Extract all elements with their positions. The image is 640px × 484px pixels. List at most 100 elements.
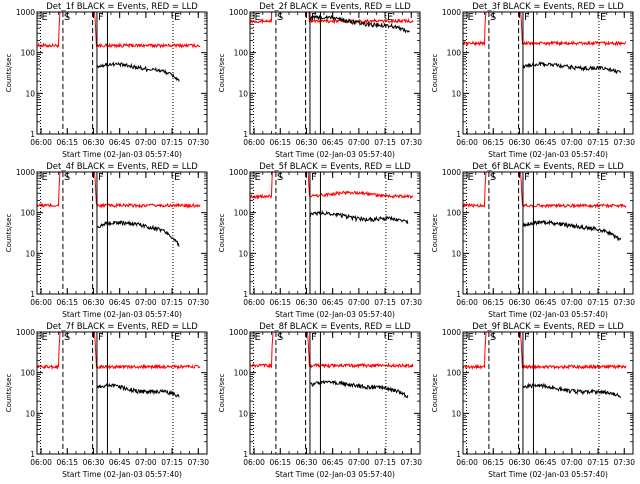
x-axis-label: Start Time (02-Jan-03 05:57:40) [488, 310, 608, 319]
marker-label: S [64, 172, 70, 183]
y-tick-label: 1 [243, 130, 248, 139]
marker-label: E [467, 332, 473, 343]
x-tick-label: 07:00 [348, 298, 370, 307]
y-tick-label: 1000 [442, 328, 461, 337]
chart-panel: Det_2f BLACK = Events, RED = LLD Counts/s… [213, 0, 426, 160]
plot-frame [462, 171, 634, 295]
x-tick-label: 07:15 [161, 298, 183, 307]
chart-panel: Det_6f BLACK = Events, RED = LLD Counts/s… [426, 160, 639, 320]
plot-frame [249, 331, 421, 455]
x-tick-label: 07:00 [135, 458, 157, 467]
x-tick-label: 06:45 [109, 298, 131, 307]
marker-label: F [524, 332, 530, 343]
x-tick-label: 06:00 [30, 298, 52, 307]
x-tick-label: 07:15 [161, 458, 183, 467]
chart-panel: Det_5f BLACK = Events, RED = LLD Counts/s… [213, 160, 426, 320]
chart-panel: Det_4f BLACK = Events, RED = LLD Counts/s… [0, 160, 213, 320]
x-tick-label: 06:45 [535, 138, 557, 147]
marker-label: S [64, 12, 70, 23]
chart-svg: Det_1f BLACK = Events, RED = LLD Counts/s… [5, 2, 209, 159]
marker-label: E [387, 172, 393, 183]
y-tick-label: 100 [234, 49, 249, 58]
chart-svg: Det_8f BLACK = Events, RED = LLD Counts/s… [218, 322, 422, 479]
chart-title: Det_6f BLACK = Events, RED = LLD [472, 162, 624, 172]
marker-label: S [64, 332, 70, 343]
x-tick-label: 06:15 [269, 458, 291, 467]
y-tick-label: 100 [21, 209, 36, 218]
y-tick-label: 1 [456, 130, 461, 139]
chart-panel: Det_3f BLACK = Events, RED = LLD Counts/s… [426, 0, 639, 160]
x-tick-label: 06:15 [269, 138, 291, 147]
y-tick-label: 10 [451, 409, 461, 418]
x-tick-label: 06:30 [509, 138, 531, 147]
y-tick-label: 100 [234, 369, 249, 378]
x-tick-label: 06:45 [322, 458, 344, 467]
marker-label: E [174, 172, 180, 183]
y-tick-label: 1000 [442, 8, 461, 17]
x-tick-label: 06:30 [296, 458, 318, 467]
y-tick-label: 1000 [16, 328, 35, 337]
y-tick-label: 100 [21, 49, 36, 58]
series-black-events-line [96, 220, 180, 247]
series-black-events-line [96, 61, 180, 82]
y-tick-label: 1 [456, 290, 461, 299]
plot-frame [36, 11, 208, 135]
chart-svg: Det_5f BLACK = Events, RED = LLD Counts/s… [218, 162, 422, 319]
chart-panel: Det_1f BLACK = Events, RED = LLD Counts/s… [0, 0, 213, 160]
x-tick-label: 06:15 [482, 138, 504, 147]
y-tick-label: 1000 [229, 168, 248, 177]
y-axis-label: Counts/sec [5, 54, 13, 93]
marker-label: S [277, 12, 283, 23]
marker-label: E [41, 332, 47, 343]
x-tick-label: 07:15 [374, 138, 396, 147]
chart-title: Det_7f BLACK = Events, RED = LLD [46, 322, 198, 332]
x-tick-label: 06:00 [243, 458, 265, 467]
marker-label: S [277, 172, 283, 183]
chart-title: Det_3f BLACK = Events, RED = LLD [472, 2, 624, 12]
chart-title: Det_5f BLACK = Events, RED = LLD [259, 162, 411, 172]
marker-label: E [41, 12, 47, 23]
x-tick-label: 07:30 [613, 138, 635, 147]
plot-frame [249, 171, 421, 295]
chart-svg: Det_2f BLACK = Events, RED = LLD Counts/s… [218, 2, 422, 159]
chart-svg: Det_3f BLACK = Events, RED = LLD Counts/s… [431, 2, 635, 159]
x-axis-label: Start Time (02-Jan-03 05:57:40) [275, 310, 395, 319]
x-tick-label: 06:30 [296, 138, 318, 147]
x-tick-label: 06:45 [109, 458, 131, 467]
x-axis-label: Start Time (02-Jan-03 05:57:40) [62, 150, 182, 159]
chart-panel: Det_8f BLACK = Events, RED = LLD Counts/s… [213, 320, 426, 480]
x-tick-label: 06:45 [322, 298, 344, 307]
y-tick-label: 1000 [229, 328, 248, 337]
x-tick-label: 06:30 [83, 138, 105, 147]
x-tick-label: 06:30 [83, 458, 105, 467]
x-tick-label: 07:15 [587, 138, 609, 147]
y-tick-label: 10 [25, 249, 35, 258]
plot-frame [462, 331, 634, 455]
y-axis-label: Counts/sec [218, 374, 226, 413]
y-tick-label: 1000 [16, 168, 35, 177]
marker-label: F [524, 12, 530, 23]
x-tick-label: 06:00 [243, 138, 265, 147]
x-tick-label: 06:00 [456, 298, 478, 307]
x-tick-label: 06:30 [83, 298, 105, 307]
marker-label: E [254, 332, 260, 343]
chart-svg: Det_9f BLACK = Events, RED = LLD Counts/s… [431, 322, 635, 479]
chart-svg: Det_6f BLACK = Events, RED = LLD Counts/s… [431, 162, 635, 319]
marker-label: E [467, 12, 473, 23]
marker-label: S [490, 332, 496, 343]
marker-label: E [254, 12, 260, 23]
x-tick-label: 06:45 [535, 298, 557, 307]
y-tick-label: 10 [25, 409, 35, 418]
series-black-events-line [522, 219, 622, 242]
x-tick-label: 06:30 [296, 298, 318, 307]
x-tick-label: 06:30 [509, 458, 531, 467]
y-tick-label: 10 [238, 249, 248, 258]
series-black-events-line [309, 209, 409, 225]
y-tick-label: 1 [30, 450, 35, 459]
plot-frame [462, 11, 634, 135]
x-tick-label: 06:15 [56, 298, 78, 307]
marker-label: F [311, 172, 317, 183]
x-tick-label: 07:30 [400, 458, 422, 467]
chart-title: Det_8f BLACK = Events, RED = LLD [259, 322, 411, 332]
y-tick-label: 1000 [229, 8, 248, 17]
